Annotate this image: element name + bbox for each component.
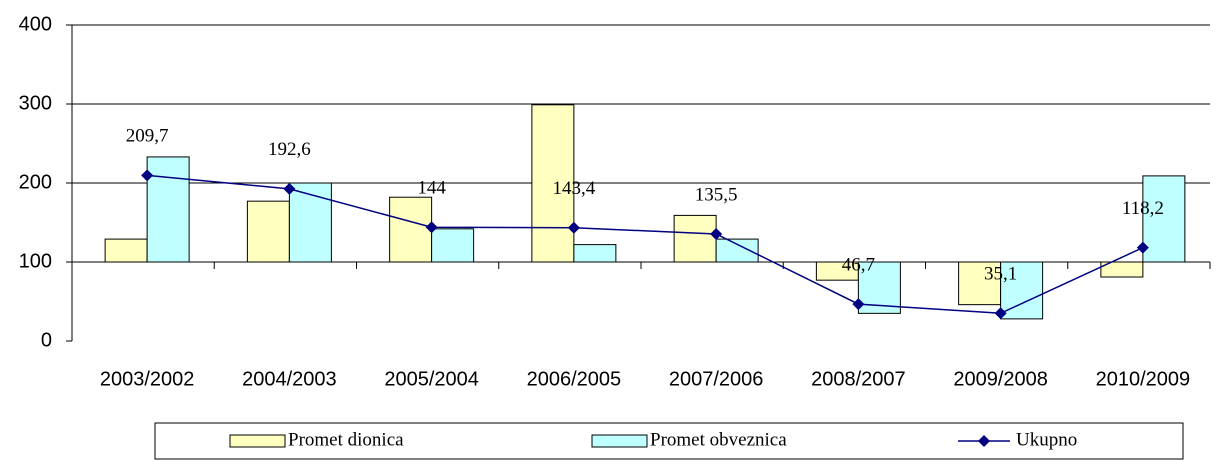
bar xyxy=(673,214,717,263)
data-label: 118,2 xyxy=(1122,198,1164,219)
line xyxy=(147,174,1144,315)
x-tick-label: 2005/2004 xyxy=(384,368,479,390)
legend-label: Promet dionica xyxy=(288,429,404,450)
bar xyxy=(531,104,575,263)
bar xyxy=(246,200,290,263)
y-tick-label: 300 xyxy=(19,92,52,114)
marker xyxy=(994,307,1007,320)
data-label: 144 xyxy=(417,178,446,199)
x-tick-label: 2010/2009 xyxy=(1096,368,1191,390)
data-label: 143,4 xyxy=(553,178,596,199)
legend-marker xyxy=(978,435,990,447)
bar xyxy=(1100,261,1144,278)
bar xyxy=(104,238,148,263)
data-label: 209,7 xyxy=(126,126,169,147)
data-label: 46,7 xyxy=(842,254,875,275)
bar xyxy=(573,244,617,263)
legend-swatch xyxy=(591,434,648,448)
bar xyxy=(146,156,190,263)
bar xyxy=(1142,175,1186,263)
y-tick-label: 400 xyxy=(19,13,52,35)
bar xyxy=(715,238,759,263)
data-label: 135,5 xyxy=(695,184,738,205)
x-tick-label: 2003/2002 xyxy=(100,368,195,390)
y-tick-label: 100 xyxy=(19,250,52,272)
x-tick-label: 2008/2007 xyxy=(811,368,906,390)
x-tick-label: 2009/2008 xyxy=(953,368,1048,390)
bar xyxy=(958,261,1002,306)
legend-label: Promet obveznica xyxy=(650,429,787,450)
legend-swatch xyxy=(229,434,286,448)
marker xyxy=(710,227,723,240)
marker xyxy=(425,221,438,234)
marker xyxy=(141,169,154,182)
x-tick-label: 2006/2005 xyxy=(527,368,622,390)
marker xyxy=(283,182,296,195)
bar xyxy=(288,182,332,263)
marker xyxy=(1136,241,1149,254)
legend-box xyxy=(154,422,1184,460)
data-label: 192,6 xyxy=(268,139,311,160)
x-tick-label: 2007/2006 xyxy=(669,368,764,390)
data-label: 35,1 xyxy=(984,264,1017,285)
y-tick-label: 0 xyxy=(41,329,52,351)
marker xyxy=(852,298,865,311)
bar xyxy=(431,228,475,263)
legend-label: Ukupno xyxy=(1016,429,1077,450)
x-tick-label: 2004/2003 xyxy=(242,368,337,390)
bar xyxy=(389,196,433,263)
y-tick-label: 200 xyxy=(19,171,52,193)
marker xyxy=(567,221,580,234)
